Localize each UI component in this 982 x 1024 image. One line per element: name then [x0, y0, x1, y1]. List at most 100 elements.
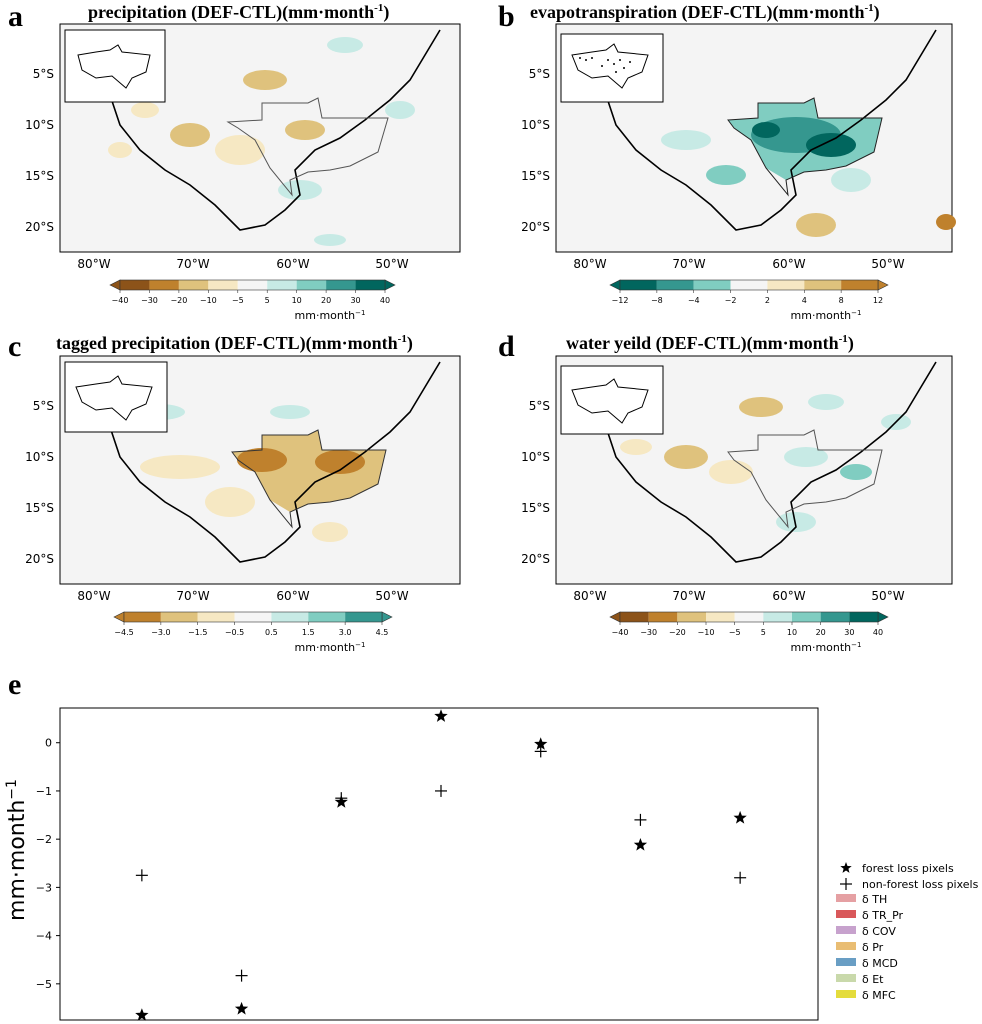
bar-chart-e: mm·month−1 0 −1 −2 −3 −4 −5 forest loss pixel… [4, 707, 979, 1021]
inset-outline-c [75, 375, 153, 421]
inset-outline-b [571, 43, 649, 89]
map-panel-a: 5°S 10°S 15°S 20°S 80°W 70°W 60°W 50°W −… [25, 23, 461, 322]
lat-label-d-1: 5°S [529, 399, 550, 413]
colorbar-segment [792, 612, 821, 622]
colorbar-tick-label: −8 [651, 296, 663, 305]
non-forest-loss-marker [534, 745, 547, 758]
colorbar-segment [178, 280, 209, 290]
chart-e-yaxis: 0 −1 −2 −3 −4 −5 [36, 707, 819, 1021]
coastline-a [94, 29, 441, 231]
y-tick-label: −4 [36, 930, 52, 943]
forest-loss-marker [840, 862, 852, 873]
non-forest-loss-marker [840, 878, 852, 890]
panel-title-a-close: ) [383, 2, 390, 22]
colorbar-segment [160, 612, 198, 622]
colorbar-tick-label: −3.0 [151, 628, 170, 637]
colorbar-tick-label: 10 [787, 628, 797, 637]
colorbar-tick-label: 8 [839, 296, 844, 305]
colorbar-tick-label: −20 [170, 296, 187, 305]
basin-outline-a [226, 97, 389, 197]
legend-label: δ MCD [862, 957, 898, 970]
colorbar-segment [197, 612, 235, 622]
colorbar-extend-left [113, 611, 125, 623]
panel-title-a-text: precipitation (DEF-CTL)(mm·month [88, 2, 375, 22]
chart-e-frame [59, 707, 819, 1021]
colorbar-segment [296, 280, 327, 290]
colorbar-border [619, 279, 879, 291]
colorbar-tick-label: −30 [640, 628, 657, 637]
inset-map-a [64, 29, 166, 103]
lon-label-a-1: 80°W [77, 257, 110, 271]
panel-title-b-sup: -1 [864, 2, 874, 14]
legend-swatch [836, 910, 856, 918]
basin-outline-d [727, 429, 883, 529]
forest-loss-marker [135, 1008, 149, 1021]
coastline-d [590, 361, 937, 563]
legend-label: δ MFC [862, 989, 896, 1002]
colorbar-segment [271, 612, 309, 622]
panel-title-b-close: ) [873, 2, 880, 22]
legend-swatch [836, 894, 856, 902]
colorbar-segment [849, 612, 878, 622]
legend-swatch [836, 974, 856, 982]
panel-title-d-text: water yeild (DEF-CTL)(mm·month [566, 333, 839, 353]
legend-label-non-forest-loss: non-forest loss pixels [862, 878, 979, 891]
legend-swatch [836, 958, 856, 966]
colorbar-segment [208, 280, 238, 290]
inset-map-c [64, 361, 168, 433]
colorbar-tick-label: −4.5 [114, 628, 133, 637]
y-tick-label: −3 [36, 881, 52, 894]
colorbar-segment [656, 280, 694, 290]
non-forest-loss-marker [335, 792, 348, 805]
colorbar-segment [120, 280, 150, 290]
lat-label-c-2: 10°S [25, 450, 54, 464]
colorbar-segment [326, 280, 356, 290]
lat-label-b-3: 15°S [521, 169, 550, 183]
colorbar-tick-label: 40 [380, 296, 390, 305]
lat-label-c-4: 20°S [25, 552, 54, 566]
colorbar-extend-right [384, 279, 396, 291]
colorbar-tick-label: 3.0 [339, 628, 352, 637]
inset-dots-b [579, 57, 631, 73]
colorbar-tick-label: −40 [612, 628, 629, 637]
colorbar-tick-label: −5 [729, 628, 741, 637]
colorbar-extend-left [609, 611, 621, 623]
colorbar-tick-label: −0.5 [225, 628, 244, 637]
lat-label-b-4: 20°S [521, 220, 550, 234]
colorbar-tick-label: 30 [350, 296, 360, 305]
lon-label-c-1: 80°W [77, 589, 110, 603]
anomaly-patches-d [620, 394, 911, 532]
colorbar-tick-label: −30 [141, 296, 158, 305]
colorbar-segment [820, 612, 850, 622]
colorbar-d: −40 −30 −20 −10 −5 5 10 20 30 40 [609, 611, 889, 637]
colorbar-segment [234, 612, 272, 622]
forest-loss-marker [234, 1001, 249, 1015]
colorbar-unit-d: mm·month−1 [791, 641, 862, 654]
colorbar-extend-right [381, 611, 393, 623]
inset-map-d [560, 365, 664, 435]
panel-title-a-sup: -1 [374, 2, 384, 14]
colorbar-segment [804, 280, 842, 290]
colorbar-tick-label: 5 [265, 296, 270, 305]
legend-swatch [836, 926, 856, 934]
lon-label-b-4: 50°W [871, 257, 904, 271]
lat-label-a-2: 10°S [25, 118, 54, 132]
panel-title-c-close: ) [406, 333, 413, 353]
colorbar-border [123, 611, 383, 623]
colorbar-extend-left [609, 279, 621, 291]
legend-label-forest-loss: forest loss pixels [862, 862, 954, 875]
colorbar-unit-b: mm·month−1 [791, 309, 862, 322]
lon-label-d-3: 60°W [772, 589, 805, 603]
panel-letter-c: c [8, 330, 22, 363]
chart-e-legend: forest loss pixels non-forest loss pixels… [836, 862, 979, 1002]
panel-letter-d: d [498, 330, 515, 363]
panel-title-b: evapotranspiration (DEF-CTL)(mm·month-1) [530, 2, 880, 23]
panel-title-b-text: evapotranspiration (DEF-CTL)(mm·month [530, 2, 865, 22]
colorbar-tick-label: −4 [688, 296, 700, 305]
legend-label: δ Et [862, 973, 884, 986]
forest-loss-marker [434, 709, 448, 722]
colorbar-a: −40 −30 −20 −10 −5 5 10 20 30 40 [109, 279, 396, 305]
colorbar-segment [345, 612, 382, 622]
colorbar-tick-label: 12 [873, 296, 883, 305]
colorbar-tick-label: 2 [765, 296, 770, 305]
